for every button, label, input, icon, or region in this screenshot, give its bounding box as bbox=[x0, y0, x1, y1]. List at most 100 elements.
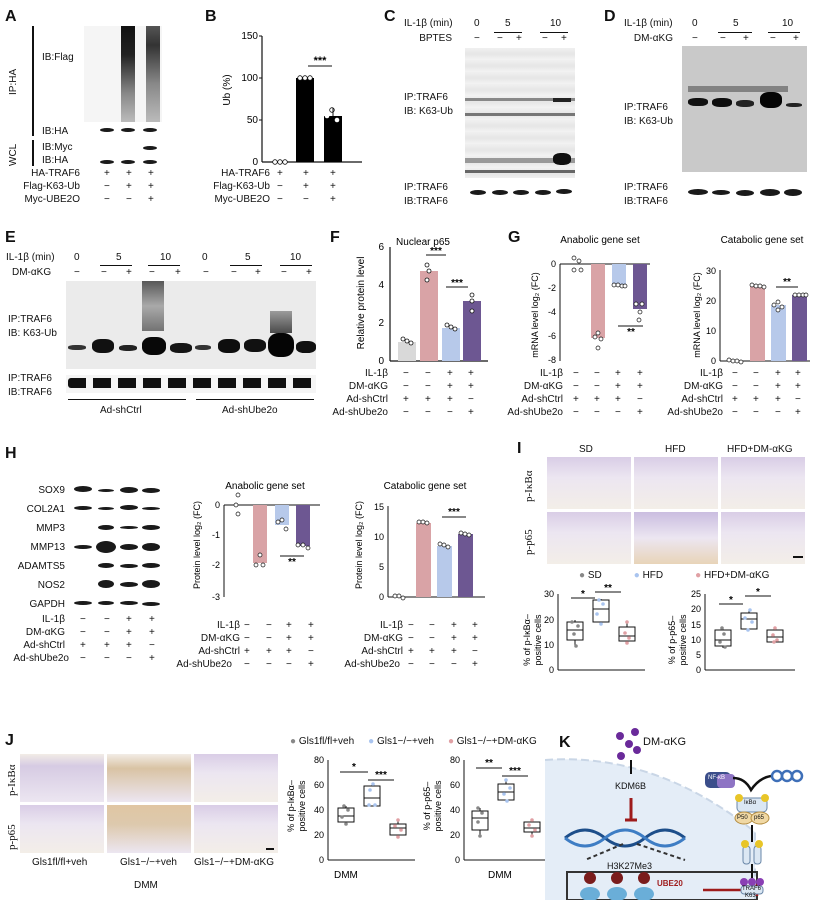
time-value: 10 bbox=[550, 18, 562, 29]
svg-text:Protein level log₂ (FC): Protein level log₂ (FC) bbox=[192, 501, 202, 589]
bracket-line bbox=[100, 265, 132, 266]
condition-label: DM-αKG bbox=[523, 381, 563, 392]
panel-label: H bbox=[5, 445, 17, 462]
condition-value: − bbox=[126, 194, 132, 205]
treatment-value: − bbox=[281, 267, 287, 278]
panel-f: F Nuclear p65 Relative protein level 0 2 4… bbox=[320, 225, 500, 425]
condition-value: + bbox=[615, 394, 621, 405]
svg-text:40: 40 bbox=[450, 805, 460, 815]
band bbox=[784, 189, 802, 196]
blot-label: COL2A1 bbox=[26, 504, 65, 515]
condition-label: DM-αKG bbox=[200, 633, 240, 644]
condition-value: − bbox=[425, 407, 431, 418]
condition-value: + bbox=[126, 640, 132, 651]
legend-item: ● SD bbox=[579, 570, 602, 581]
diagram-label: P50 bbox=[737, 815, 748, 821]
condition-value: + bbox=[451, 620, 457, 631]
band bbox=[121, 128, 135, 132]
svg-text:*: * bbox=[756, 587, 760, 598]
panel-j: J p-IκBα p-p65 Gls1fl/fl+veh Gls1−/−+veh… bbox=[0, 700, 550, 900]
time-value: 0 bbox=[474, 18, 480, 29]
band bbox=[100, 160, 114, 164]
condition-value: + bbox=[795, 407, 801, 418]
condition-value: − bbox=[104, 181, 110, 192]
condition-label: IL-1β bbox=[217, 620, 240, 631]
svg-text:Protein level log₂ (FC): Protein level log₂ (FC) bbox=[354, 501, 364, 589]
legend-item: ● Gls1−/−+DM-αKG bbox=[447, 736, 537, 747]
condition-value: + bbox=[615, 381, 621, 392]
condition-value: − bbox=[429, 620, 435, 631]
condition-label: Ad-shCtrl bbox=[521, 394, 563, 405]
condition-value: + bbox=[149, 627, 155, 638]
condition-value: + bbox=[637, 368, 643, 379]
treatment-value: − bbox=[101, 267, 107, 278]
svg-text:10: 10 bbox=[544, 640, 554, 650]
svg-text:-2: -2 bbox=[212, 560, 220, 570]
condition-value: − bbox=[266, 633, 272, 644]
band bbox=[513, 190, 529, 195]
condition-label: DM-αKG bbox=[683, 381, 723, 392]
condition-value: − bbox=[80, 614, 86, 625]
time-value: 0 bbox=[74, 252, 80, 263]
svg-text:30: 30 bbox=[544, 589, 554, 599]
blot-label: IB: K63-Ub bbox=[624, 116, 673, 127]
condition-value: − bbox=[277, 181, 283, 192]
condition-label: Flag-K63-Ub bbox=[213, 181, 270, 192]
treatment-value: − bbox=[542, 33, 548, 44]
svg-text:0: 0 bbox=[378, 356, 384, 367]
svg-text:5: 5 bbox=[696, 650, 701, 660]
condition-label: Ad-shCtrl bbox=[23, 640, 65, 651]
histology-image bbox=[547, 512, 631, 564]
band bbox=[736, 190, 754, 196]
band bbox=[688, 189, 708, 195]
svg-text:Catabolic gene set: Catabolic gene set bbox=[721, 235, 804, 246]
condition-value: + bbox=[80, 640, 86, 651]
condition-value: − bbox=[573, 407, 579, 418]
condition-value: − bbox=[429, 633, 435, 644]
blot-label: IB:TRAF6 bbox=[8, 387, 52, 398]
scale-bar bbox=[266, 848, 274, 850]
condition-value: + bbox=[472, 620, 478, 631]
condition-value: + bbox=[408, 646, 414, 657]
time-label: IL-1β (min) bbox=[624, 18, 673, 29]
band bbox=[121, 160, 135, 164]
blot-label: SOX9 bbox=[38, 485, 65, 496]
time-value: 5 bbox=[116, 252, 122, 263]
condition-value: + bbox=[451, 646, 457, 657]
legend-item: ● Gls1−/−+veh bbox=[368, 736, 434, 747]
condition-value: − bbox=[403, 368, 409, 379]
svg-text:***: *** bbox=[448, 507, 460, 518]
band bbox=[143, 160, 157, 164]
condition-label: IL-1β bbox=[365, 368, 388, 379]
treatment-value: − bbox=[74, 267, 80, 278]
svg-text:25: 25 bbox=[691, 589, 701, 599]
svg-text:0: 0 bbox=[215, 500, 220, 510]
condition-value: + bbox=[468, 407, 474, 418]
svg-text:Catabolic gene set: Catabolic gene set bbox=[384, 481, 467, 492]
band bbox=[492, 190, 508, 195]
condition-value: − bbox=[303, 194, 309, 205]
svg-text:Nuclear p65: Nuclear p65 bbox=[396, 237, 450, 248]
legend: ● SD ● HFD ● HFD+DM-αKG bbox=[579, 570, 769, 581]
condition-value: − bbox=[573, 381, 579, 392]
condition-value: − bbox=[104, 194, 110, 205]
column-label: Gls1fl/fl+veh bbox=[32, 857, 88, 868]
svg-text:positive cells: positive cells bbox=[297, 780, 307, 832]
treatment-value: − bbox=[497, 33, 503, 44]
panel-label: B bbox=[205, 8, 217, 25]
svg-text:***: *** bbox=[451, 278, 463, 289]
group-label: Ad-shCtrl bbox=[100, 405, 142, 416]
time-value: 0 bbox=[692, 18, 698, 29]
svg-text:Anabolic gene set: Anabolic gene set bbox=[225, 481, 305, 492]
condition-value: + bbox=[753, 394, 759, 405]
legend-item: ● Gls1fl/fl+veh bbox=[290, 736, 355, 747]
histology-image bbox=[194, 805, 278, 853]
svg-text:20: 20 bbox=[450, 830, 460, 840]
condition-value: − bbox=[594, 381, 600, 392]
svg-text:60: 60 bbox=[450, 780, 460, 790]
svg-text:mRNA level log₂ (FC): mRNA level log₂ (FC) bbox=[530, 272, 540, 358]
condition-value: + bbox=[472, 659, 478, 670]
svg-text:% of p-p65–: % of p-p65– bbox=[667, 616, 677, 665]
